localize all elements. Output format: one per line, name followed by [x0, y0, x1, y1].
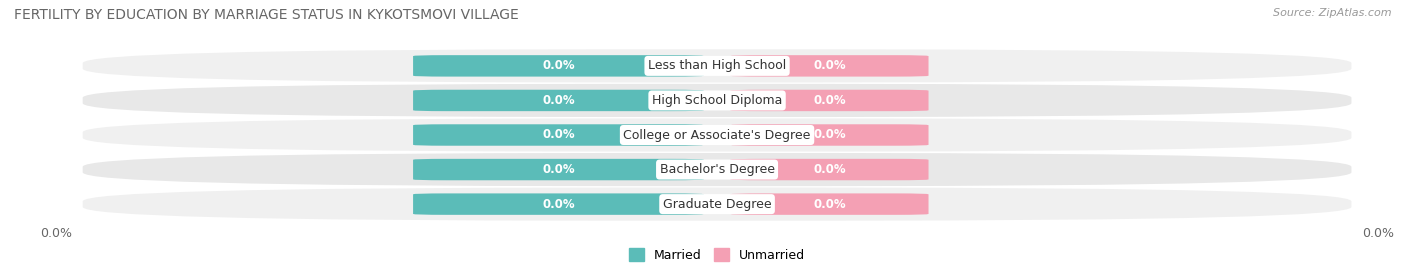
- Text: 0.0%: 0.0%: [543, 59, 575, 72]
- Text: 0.0%: 0.0%: [543, 129, 575, 141]
- FancyBboxPatch shape: [83, 153, 1351, 186]
- Text: 0.0%: 0.0%: [813, 163, 846, 176]
- FancyBboxPatch shape: [413, 124, 704, 146]
- Text: 0.0%: 0.0%: [543, 163, 575, 176]
- Text: Bachelor's Degree: Bachelor's Degree: [659, 163, 775, 176]
- FancyBboxPatch shape: [730, 124, 928, 146]
- Text: Less than High School: Less than High School: [648, 59, 786, 72]
- FancyBboxPatch shape: [413, 55, 704, 77]
- Text: 0.0%: 0.0%: [813, 59, 846, 72]
- Text: 0.0%: 0.0%: [813, 94, 846, 107]
- FancyBboxPatch shape: [413, 193, 704, 215]
- FancyBboxPatch shape: [83, 119, 1351, 151]
- FancyBboxPatch shape: [83, 188, 1351, 221]
- Text: FERTILITY BY EDUCATION BY MARRIAGE STATUS IN KYKOTSMOVI VILLAGE: FERTILITY BY EDUCATION BY MARRIAGE STATU…: [14, 8, 519, 22]
- FancyBboxPatch shape: [730, 193, 928, 215]
- FancyBboxPatch shape: [413, 90, 704, 111]
- FancyBboxPatch shape: [83, 49, 1351, 82]
- FancyBboxPatch shape: [83, 84, 1351, 117]
- Text: 0.0%: 0.0%: [543, 198, 575, 211]
- Text: 0.0%: 0.0%: [813, 198, 846, 211]
- FancyBboxPatch shape: [413, 159, 704, 180]
- Text: Graduate Degree: Graduate Degree: [662, 198, 772, 211]
- Text: 0.0%: 0.0%: [813, 129, 846, 141]
- Text: College or Associate's Degree: College or Associate's Degree: [623, 129, 811, 141]
- FancyBboxPatch shape: [730, 55, 928, 77]
- Legend: Married, Unmarried: Married, Unmarried: [624, 243, 810, 267]
- Text: High School Diploma: High School Diploma: [652, 94, 782, 107]
- FancyBboxPatch shape: [730, 159, 928, 180]
- FancyBboxPatch shape: [730, 90, 928, 111]
- Text: 0.0%: 0.0%: [543, 94, 575, 107]
- Text: Source: ZipAtlas.com: Source: ZipAtlas.com: [1274, 8, 1392, 18]
